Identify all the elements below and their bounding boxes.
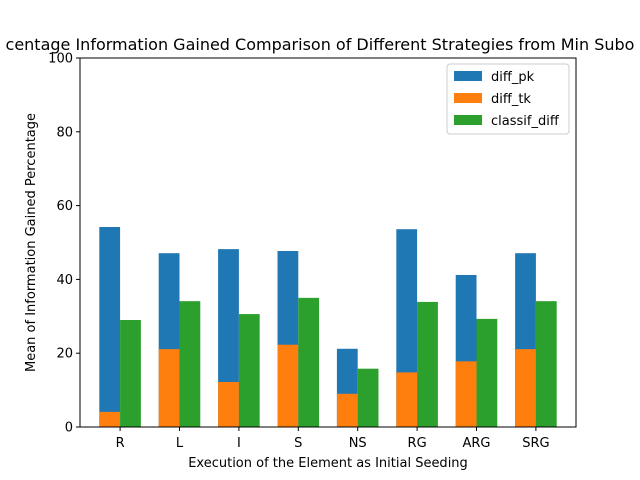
bar-diff_tk-l [158, 349, 180, 427]
bar-classif_diff-l [179, 301, 201, 427]
bar-diff_tk-ns [336, 393, 358, 427]
x-tick-label-l: L [176, 436, 184, 451]
y-tick-label: 40 [56, 273, 73, 288]
plot-frame [79, 57, 577, 428]
legend-swatch-diff_tk [454, 93, 482, 103]
legend-swatch-classif_diff [454, 115, 482, 125]
bar-classif_diff-s [298, 297, 320, 427]
x-tick-label-i: I [237, 436, 241, 451]
y-tick-label: 60 [56, 199, 73, 214]
x-tick-label-ns: NS [349, 436, 367, 451]
x-axis: R L I S NS RG ARG SRG [116, 427, 550, 451]
bar-classif_diff-rg [417, 301, 438, 427]
bar-diff_tk-i [218, 381, 239, 427]
legend-label-classif_diff: classif_diff [491, 114, 560, 129]
legend: diff_pk diff_tk classif_diff [446, 63, 570, 135]
x-tick-label-r: R [116, 436, 125, 451]
x-tick-label-srg: SRG [522, 436, 549, 451]
bar-classif_diff-i [238, 314, 260, 427]
chart-title: centage Information Gained Comparison of… [6, 35, 635, 54]
legend-label-diff_pk: diff_pk [491, 70, 535, 85]
bar-classif_diff-r [120, 319, 141, 427]
legend-label-diff_tk: diff_tk [491, 92, 531, 107]
bar-classif_diff-arg [476, 318, 498, 427]
x-tick-label-s: S [294, 436, 302, 451]
bar-classif_diff-srg [535, 301, 557, 427]
bar-diff_tk-rg [396, 372, 418, 427]
bar-diff_tk-srg [515, 349, 536, 427]
bar-diff_tk-arg [455, 361, 477, 427]
bar-classif_diff-ns [357, 368, 379, 427]
y-tick-label: 80 [56, 125, 73, 140]
y-tick-label: 0 [65, 421, 73, 436]
y-axis: 0 20 40 60 80 100 [48, 52, 80, 436]
y-axis-label: Mean of Information Gained Percentage [24, 113, 39, 372]
y-tick-label: 20 [56, 347, 73, 362]
x-tick-label-rg: RG [408, 436, 427, 451]
bar-diff_tk-r [99, 411, 121, 427]
bar-diff_pk-r [99, 227, 121, 427]
legend-swatch-diff_pk [454, 71, 482, 81]
x-tick-label-arg: ARG [463, 436, 491, 451]
y-tick-label: 100 [48, 52, 73, 67]
bar-diff_tk-s [277, 344, 299, 427]
x-axis-label: Execution of the Element as Initial Seed… [188, 456, 468, 471]
bars-group [99, 227, 557, 427]
